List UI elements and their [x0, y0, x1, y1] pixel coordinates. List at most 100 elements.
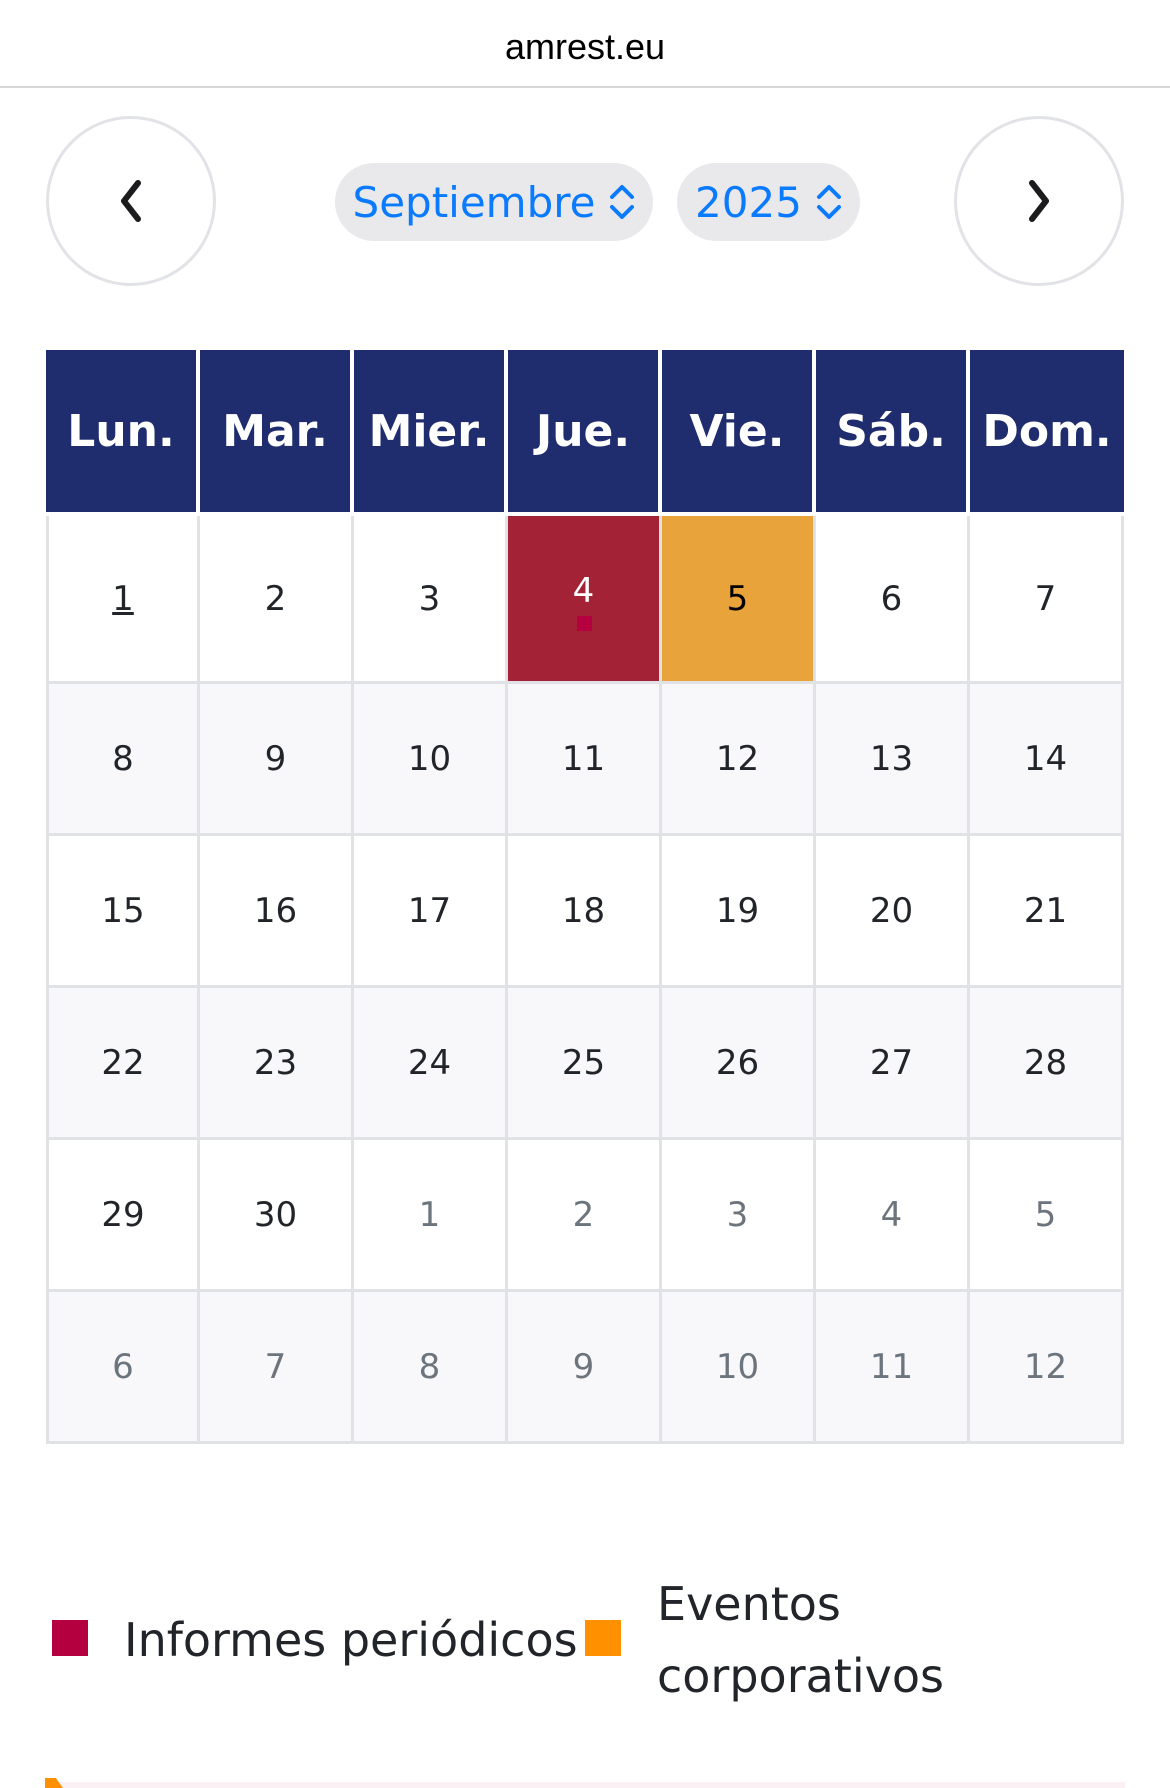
day-number: 15: [101, 890, 145, 931]
legend-label-reports: Informes periódicos: [124, 1613, 578, 1667]
day-number: 13: [869, 738, 914, 779]
day-number: 1: [112, 578, 134, 619]
day-cell[interactable]: 21: [970, 836, 1124, 988]
chevron-up-down-icon: [816, 185, 841, 219]
day-cell[interactable]: 1: [46, 516, 200, 684]
day-cell[interactable]: 20: [816, 836, 970, 988]
day-number: 26: [715, 1042, 760, 1083]
day-cell[interactable]: 26: [662, 988, 816, 1140]
week-row: 22 23 24 25 26 27 28: [46, 988, 1124, 1140]
day-cell[interactable]: 15: [46, 836, 200, 988]
day-cell[interactable]: 5: [662, 516, 816, 684]
chevron-right-icon: [1029, 180, 1049, 222]
weekday-header: Sáb.: [816, 350, 970, 516]
day-cell[interactable]: 18: [508, 836, 662, 988]
day-number: 17: [407, 890, 452, 931]
prev-month-button[interactable]: [46, 116, 216, 286]
day-cell[interactable]: 2: [508, 1140, 662, 1292]
day-cell[interactable]: 13: [816, 684, 970, 836]
day-number: 25: [561, 1042, 606, 1083]
day-number: 19: [715, 890, 760, 931]
weekday-header: Vie.: [662, 350, 816, 516]
day-cell[interactable]: 3: [662, 1140, 816, 1292]
day-number: 3: [726, 1194, 749, 1235]
day-cell[interactable]: 9: [200, 684, 354, 836]
browser-address-bar[interactable]: amrest.eu: [0, 0, 1170, 88]
day-number: 30: [253, 1194, 298, 1235]
day-number: 4: [572, 570, 595, 611]
day-cell[interactable]: 5: [970, 1140, 1124, 1292]
day-number: 5: [726, 578, 749, 619]
day-cell[interactable]: 12: [970, 1292, 1124, 1444]
day-number: 8: [418, 1346, 441, 1387]
day-cell[interactable]: 11: [816, 1292, 970, 1444]
day-number: 12: [1023, 1346, 1068, 1387]
event-marker: [576, 616, 592, 631]
chevron-left-icon: [121, 180, 141, 222]
day-number: 1: [418, 1194, 441, 1235]
month-value: Septiembre: [352, 177, 596, 227]
divider: [60, 1782, 1125, 1788]
day-cell[interactable]: 23: [200, 988, 354, 1140]
day-cell[interactable]: 30: [200, 1140, 354, 1292]
day-number: 11: [869, 1346, 914, 1387]
day-cell[interactable]: 22: [46, 988, 200, 1140]
day-cell[interactable]: 17: [354, 836, 508, 988]
day-cell[interactable]: 8: [46, 684, 200, 836]
day-cell[interactable]: 14: [970, 684, 1124, 836]
day-cell[interactable]: 11: [508, 684, 662, 836]
week-row: 8 9 10 11 12 13 14: [46, 684, 1124, 836]
day-cell[interactable]: 24: [354, 988, 508, 1140]
day-number: 6: [880, 578, 903, 619]
day-number: 12: [715, 738, 760, 779]
day-cell[interactable]: 8: [354, 1292, 508, 1444]
day-number: 22: [101, 1042, 145, 1083]
day-cell[interactable]: 12: [662, 684, 816, 836]
day-number: 5: [1034, 1194, 1057, 1235]
day-cell[interactable]: 25: [508, 988, 662, 1140]
legend-swatch-events: [585, 1620, 621, 1656]
next-month-button[interactable]: [954, 116, 1124, 286]
chevron-up-down-icon: [610, 185, 635, 219]
day-number: 20: [869, 890, 914, 931]
year-select[interactable]: 2025: [677, 163, 860, 241]
day-cell[interactable]: 27: [816, 988, 970, 1140]
day-cell[interactable]: 6: [816, 516, 970, 684]
day-number: 18: [561, 890, 606, 931]
day-cell[interactable]: 1: [354, 1140, 508, 1292]
day-cell[interactable]: 3: [354, 516, 508, 684]
day-number: 8: [112, 738, 134, 779]
day-cell[interactable]: 10: [662, 1292, 816, 1444]
day-cell[interactable]: 7: [970, 516, 1124, 684]
day-cell[interactable]: 10: [354, 684, 508, 836]
day-number: 24: [407, 1042, 452, 1083]
year-value: 2025: [695, 177, 802, 227]
week-row: 15 16 17 18 19 20 21: [46, 836, 1124, 988]
day-cell[interactable]: 9: [508, 1292, 662, 1444]
day-number: 2: [264, 578, 287, 619]
day-number: 10: [715, 1346, 760, 1387]
day-number: 6: [112, 1346, 134, 1387]
day-number: 2: [572, 1194, 595, 1235]
day-number: 29: [101, 1194, 145, 1235]
day-cell[interactable]: 2: [200, 516, 354, 684]
day-cell[interactable]: 6: [46, 1292, 200, 1444]
day-number: 3: [418, 578, 441, 619]
day-cell[interactable]: 29: [46, 1140, 200, 1292]
day-cell[interactable]: 4: [816, 1140, 970, 1292]
flag-icon: [45, 1778, 63, 1788]
legend-swatch-reports: [52, 1620, 88, 1656]
day-number: 21: [1023, 890, 1068, 931]
day-cell[interactable]: 7: [200, 1292, 354, 1444]
month-select[interactable]: Septiembre: [335, 163, 653, 241]
day-cell[interactable]: 19: [662, 836, 816, 988]
url-text: amrest.eu: [504, 26, 666, 67]
day-number: 4: [880, 1194, 903, 1235]
weekday-header: Jue.: [508, 350, 662, 516]
day-cell[interactable]: 16: [200, 836, 354, 988]
day-cell[interactable]: 4: [508, 516, 662, 684]
day-number: 10: [407, 738, 452, 779]
day-cell[interactable]: 28: [970, 988, 1124, 1140]
week-row: 29 30 1 2 3 4 5: [46, 1140, 1124, 1292]
